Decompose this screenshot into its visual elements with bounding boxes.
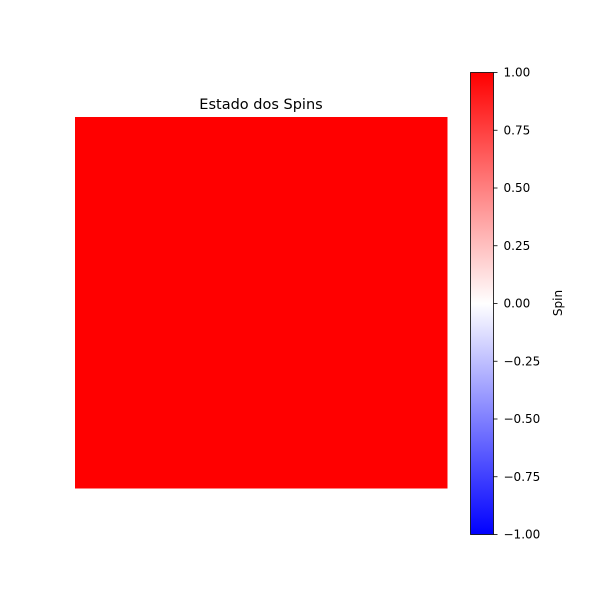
colorbar-gradient: [470, 72, 494, 535]
colorbar-tick-label: 0.00: [504, 297, 531, 311]
colorbar-tick-label: −0.25: [504, 354, 541, 368]
colorbar: −1.00 −0.75 −0.50 −0.25 0.00 0.25 0.50 0.75 1.00…: [470, 66, 565, 542]
colorbar-tick-label: 0.50: [504, 181, 531, 195]
colorbar-tick-label: −0.50: [504, 412, 541, 426]
colorbar-ticks: −1.00 −0.75 −0.50 −0.25 0.00 0.25 0.50 0.75 1.00: [493, 66, 541, 542]
colorbar-label: Spin: [551, 290, 565, 316]
colorbar-tick-label: 1.00: [504, 66, 531, 80]
heatmap-cell: [75, 117, 448, 489]
colorbar-tick-label: −1.00: [504, 528, 541, 542]
colorbar-tick-label: 0.25: [504, 239, 531, 253]
colorbar-tick-label: −0.75: [504, 470, 541, 484]
heatmap-grid: [75, 117, 448, 489]
chart-title: Estado dos Spins: [199, 97, 322, 113]
colorbar-tick-label: 0.75: [504, 123, 531, 137]
